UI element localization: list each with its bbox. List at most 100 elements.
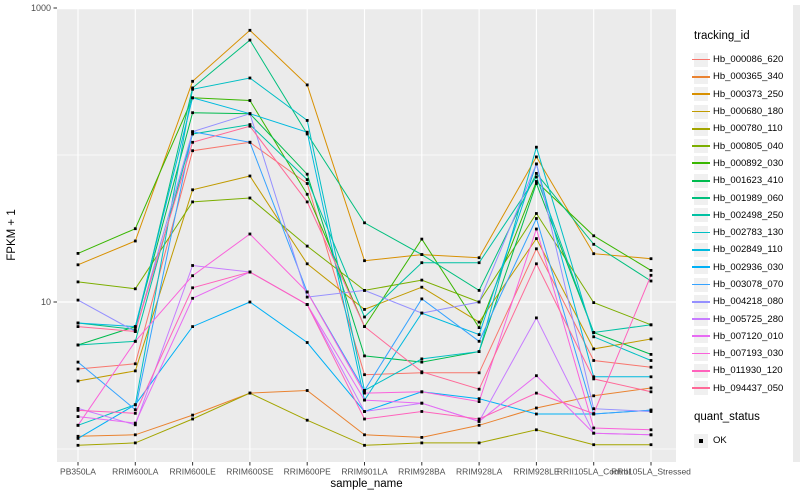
data-point (248, 28, 252, 32)
data-point (649, 359, 653, 362)
data-point (477, 256, 481, 260)
data-point (133, 330, 137, 333)
data-point (191, 413, 194, 417)
data-point (477, 397, 481, 401)
legend-item-label: Hb_001623_410 (713, 175, 784, 187)
data-point (477, 441, 481, 445)
data-point (76, 343, 80, 347)
data-point (76, 443, 80, 447)
data-point (363, 308, 366, 311)
data-point (535, 391, 538, 395)
data-point (535, 182, 538, 185)
data-point (305, 83, 309, 87)
data-point (592, 234, 596, 238)
data-point (477, 371, 481, 375)
data-point (649, 375, 653, 379)
legend-item-label: Hb_002849_110 (713, 244, 783, 256)
data-point (363, 433, 366, 437)
data-point (535, 227, 538, 231)
data-point (133, 325, 137, 328)
data-point (76, 252, 80, 255)
data-point (76, 415, 80, 418)
data-point (477, 261, 481, 265)
data-point (76, 423, 80, 427)
data-point (248, 140, 252, 144)
data-point (363, 221, 366, 225)
data-point (535, 145, 538, 149)
legend-item-label: Hb_000373_250 (713, 88, 784, 100)
data-point (191, 111, 194, 115)
x-tick-label: RRIM600LA (112, 467, 159, 477)
legend-key-line (692, 173, 710, 188)
data-point (477, 417, 481, 421)
data-point (535, 262, 538, 266)
data-point (420, 436, 424, 439)
data-point (363, 354, 366, 358)
x-tick-label: RRIM901LA (341, 467, 388, 477)
data-point (305, 172, 309, 176)
data-point (133, 369, 137, 373)
data-point (133, 227, 137, 231)
legend-key-line (692, 121, 710, 136)
y-tick-label: 1000 (31, 3, 51, 13)
data-point (592, 377, 596, 381)
data-point (76, 409, 80, 412)
legend-item-label: Hb_000365_340 (713, 71, 784, 83)
legend-item-label: Hb_000780_110 (713, 123, 783, 135)
data-point (649, 365, 653, 369)
legend-item-label: Hb_011930_120 (713, 365, 783, 377)
legend-key-line (692, 260, 710, 275)
data-point (191, 87, 194, 91)
data-point (133, 421, 137, 425)
data-point (191, 149, 194, 153)
y-axis-title: FPKM + 1 (6, 209, 18, 260)
legend-quant-status-items: OK (688, 432, 798, 449)
data-point (535, 412, 538, 416)
legend-item-label: Hb_000680_180 (713, 106, 784, 118)
data-point (76, 434, 80, 438)
data-point (420, 357, 424, 361)
data-point (592, 252, 596, 256)
legend: tracking_id Hb_000086_620 Hb_000365_340 Hb… (688, 30, 798, 449)
y-tick-label: 10 (41, 297, 51, 307)
data-point (649, 353, 653, 356)
data-point (477, 420, 481, 423)
data-point (76, 280, 80, 284)
data-point (76, 360, 80, 364)
data-point (191, 79, 194, 83)
legend-item: Hb_004218_080 (688, 293, 798, 310)
legend-item: Hb_001989_060 (688, 189, 798, 206)
data-point (248, 300, 252, 304)
data-point (420, 410, 424, 413)
legend-item-label: Hb_007193_030 (713, 348, 784, 360)
legend-key-line (692, 329, 710, 344)
data-point (305, 295, 309, 299)
legend-key-line (692, 225, 710, 240)
data-point (76, 325, 80, 328)
data-point (363, 289, 366, 292)
x-tick-label: RRIM600PE (284, 467, 332, 477)
data-point (191, 188, 194, 192)
data-point (535, 374, 538, 378)
data-point (248, 124, 252, 128)
data-point (76, 437, 80, 440)
data-point (420, 261, 424, 265)
legend-item: Hb_002783_130 (688, 224, 798, 241)
data-point (592, 347, 596, 351)
legend-item: Hb_001623_410 (688, 172, 798, 189)
x-tick-label: RRIM600SE (226, 467, 274, 477)
data-point (133, 328, 137, 331)
data-point (248, 76, 252, 80)
data-point (420, 390, 424, 394)
legend-key-line (692, 346, 710, 361)
data-point (649, 410, 653, 413)
data-point (133, 411, 137, 415)
legend-item-label: Hb_002783_130 (713, 227, 784, 239)
legend-key-line (692, 381, 710, 396)
data-point (649, 337, 653, 341)
legend-title-quant-status: quant_status (694, 410, 760, 423)
data-point (191, 130, 194, 134)
data-point (133, 287, 137, 291)
x-tick-label: PB350LA (60, 467, 96, 477)
legend-key-square-icon (694, 433, 708, 448)
